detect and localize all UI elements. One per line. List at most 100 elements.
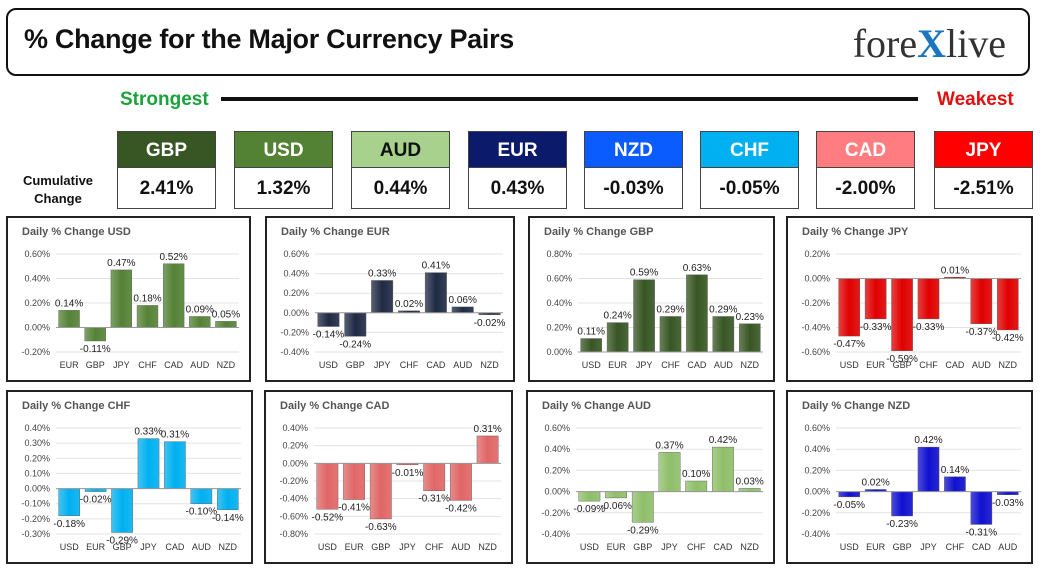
data-label: 0.18% xyxy=(133,293,161,304)
y-tick-label: -0.20% xyxy=(21,514,50,524)
cumulative-change-value: 2.41% xyxy=(117,168,216,209)
y-tick-label: 0.20% xyxy=(804,249,830,259)
cumulative-change-value: -0.05% xyxy=(700,168,799,209)
bar xyxy=(633,279,655,353)
data-label: -0.59% xyxy=(886,354,918,365)
y-tick-label: 0.60% xyxy=(546,274,572,284)
bar xyxy=(317,312,340,327)
chart-title: Daily % Change EUR xyxy=(281,226,390,238)
x-tick-label: AUD xyxy=(453,360,473,370)
bar xyxy=(450,463,472,501)
data-label: 0.09% xyxy=(186,304,214,315)
logo-text-right: live xyxy=(946,21,1006,66)
y-tick-label: 0.00% xyxy=(282,458,308,468)
x-tick-label: NZD xyxy=(480,360,499,370)
data-label: 0.06% xyxy=(449,295,477,306)
data-label: 0.29% xyxy=(709,304,737,315)
y-tick-label: -0.40% xyxy=(279,494,308,504)
y-tick-label: 0.60% xyxy=(804,423,830,433)
currency-code: USD xyxy=(234,131,333,168)
data-label: 0.29% xyxy=(656,304,684,315)
data-label: 0.31% xyxy=(473,424,501,435)
x-tick-label: USD xyxy=(582,360,602,370)
y-tick-label: -0.40% xyxy=(801,529,830,539)
data-label: 0.52% xyxy=(159,252,187,263)
bar xyxy=(712,446,734,492)
bar-chart: 0.40%0.20%0.00%-0.20%-0.40%-0.60%-0.80%-… xyxy=(279,423,501,552)
data-label: 0.01% xyxy=(941,265,969,276)
x-tick-label: NZD xyxy=(741,360,760,370)
y-tick-label: -0.20% xyxy=(541,508,570,518)
currency-code: EUR xyxy=(468,131,567,168)
x-tick-label: JPY xyxy=(920,542,937,552)
data-label: 0.31% xyxy=(161,430,189,441)
y-tick-label: 0.00% xyxy=(24,484,50,494)
data-label: 0.42% xyxy=(914,435,942,446)
y-tick-label: 0.00% xyxy=(546,347,572,357)
x-tick-label: JPY xyxy=(399,542,416,552)
data-label: -0.02% xyxy=(474,318,506,329)
bar-chart: 0.80% 0.60% 0.40% 0.20% 0.00% 0.11% USD 0.24% EU… xyxy=(546,249,764,370)
y-tick-label: 0.40% xyxy=(282,423,308,433)
chart-panel-aud: Daily % Change AUD 0.60% 0.40% 0.20% 0.00% -0… xyxy=(526,390,775,564)
x-tick-label: USD xyxy=(840,542,860,552)
bar xyxy=(371,280,394,313)
y-tick-label: -0.60% xyxy=(279,511,308,521)
data-label: -0.10% xyxy=(186,507,218,518)
x-tick-label: USD xyxy=(319,360,339,370)
data-label: -0.31% xyxy=(966,527,998,538)
bar xyxy=(970,278,993,325)
currency-code: GBP xyxy=(117,131,216,168)
currency-box-cad: CAD -2.00% xyxy=(816,131,915,209)
bar xyxy=(137,438,160,489)
bar-chart: 0.20% 0.00% -0.20% -0.40% -0.60%-0.47% USD -0.… xyxy=(801,249,1023,370)
title-banner: % Change for the Major Currency Pairs fo… xyxy=(6,8,1030,76)
bar xyxy=(970,491,993,525)
bar-chart: 0.60% 0.40% 0.20% 0.00% -0.20% -0.40% -0.09% US… xyxy=(541,423,763,552)
y-tick-label: -0.10% xyxy=(21,499,50,509)
currency-box-nzd: NZD -0.03% xyxy=(584,131,683,209)
bar xyxy=(476,435,499,464)
bar xyxy=(369,463,392,520)
y-tick-label: 0.40% xyxy=(804,444,830,454)
chart-title: Daily % Change USD xyxy=(22,226,131,238)
y-tick-label: -0.20% xyxy=(279,476,308,486)
y-tick-label: 0.40% xyxy=(546,298,572,308)
x-tick-label: CHF xyxy=(687,542,706,552)
data-label: -0.31% xyxy=(418,494,450,505)
x-tick-label: AUD xyxy=(190,360,210,370)
x-tick-label: CAD xyxy=(164,360,184,370)
data-label: 0.05% xyxy=(212,309,240,320)
x-tick-label: JPY xyxy=(113,360,130,370)
bar xyxy=(891,491,913,517)
chart-panel-cad: Daily % Change CAD 0.40% 0.20% 0.00% -0.20% -… xyxy=(264,390,513,564)
chart-title: Daily % Change GBP xyxy=(544,226,654,238)
data-label: 0.11% xyxy=(577,327,605,338)
y-tick-label: 0.20% xyxy=(544,465,570,475)
x-tick-label: NZD xyxy=(740,542,759,552)
bar xyxy=(110,269,133,328)
cumulative-change-value: 1.32% xyxy=(234,168,333,209)
y-tick-label: 0.20% xyxy=(24,298,50,308)
data-label: 0.02% xyxy=(861,477,889,488)
currency-box-aud: AUD 0.44% xyxy=(351,131,450,209)
bar xyxy=(631,491,654,523)
chart-title: Daily % Change CHF xyxy=(22,400,131,412)
y-tick-label: 0.30% xyxy=(24,438,50,448)
x-tick-label: NZD xyxy=(219,542,238,552)
y-tick-label: 0.00% xyxy=(544,487,570,497)
currency-box-usd: USD 1.32% xyxy=(234,131,333,209)
x-tick-label: GBP xyxy=(113,542,132,552)
data-label: 0.14% xyxy=(55,298,83,309)
x-tick-label: CAD xyxy=(165,542,185,552)
chart-panel-jpy: Daily % Change JPY 0.20% 0.00% -0.20% -0.40%… xyxy=(786,216,1033,382)
x-tick-label: USD xyxy=(60,542,80,552)
x-tick-label: CAD xyxy=(687,360,707,370)
data-label: 0.33% xyxy=(368,268,396,279)
cumulative-change-value: 0.43% xyxy=(468,168,567,209)
y-tick-label: 0.40% xyxy=(24,423,50,433)
y-tick-label: 0.20% xyxy=(546,323,572,333)
chart-panel-gbp: Daily % Change GBP 0.80% 0.60% 0.40% 0.20% 0.… xyxy=(528,216,775,382)
data-label: 0.24% xyxy=(603,311,631,322)
bar-chart: 0.60% 0.40% 0.20% 0.00% -0.20% 0.14% EUR-0.11%… xyxy=(21,249,240,370)
